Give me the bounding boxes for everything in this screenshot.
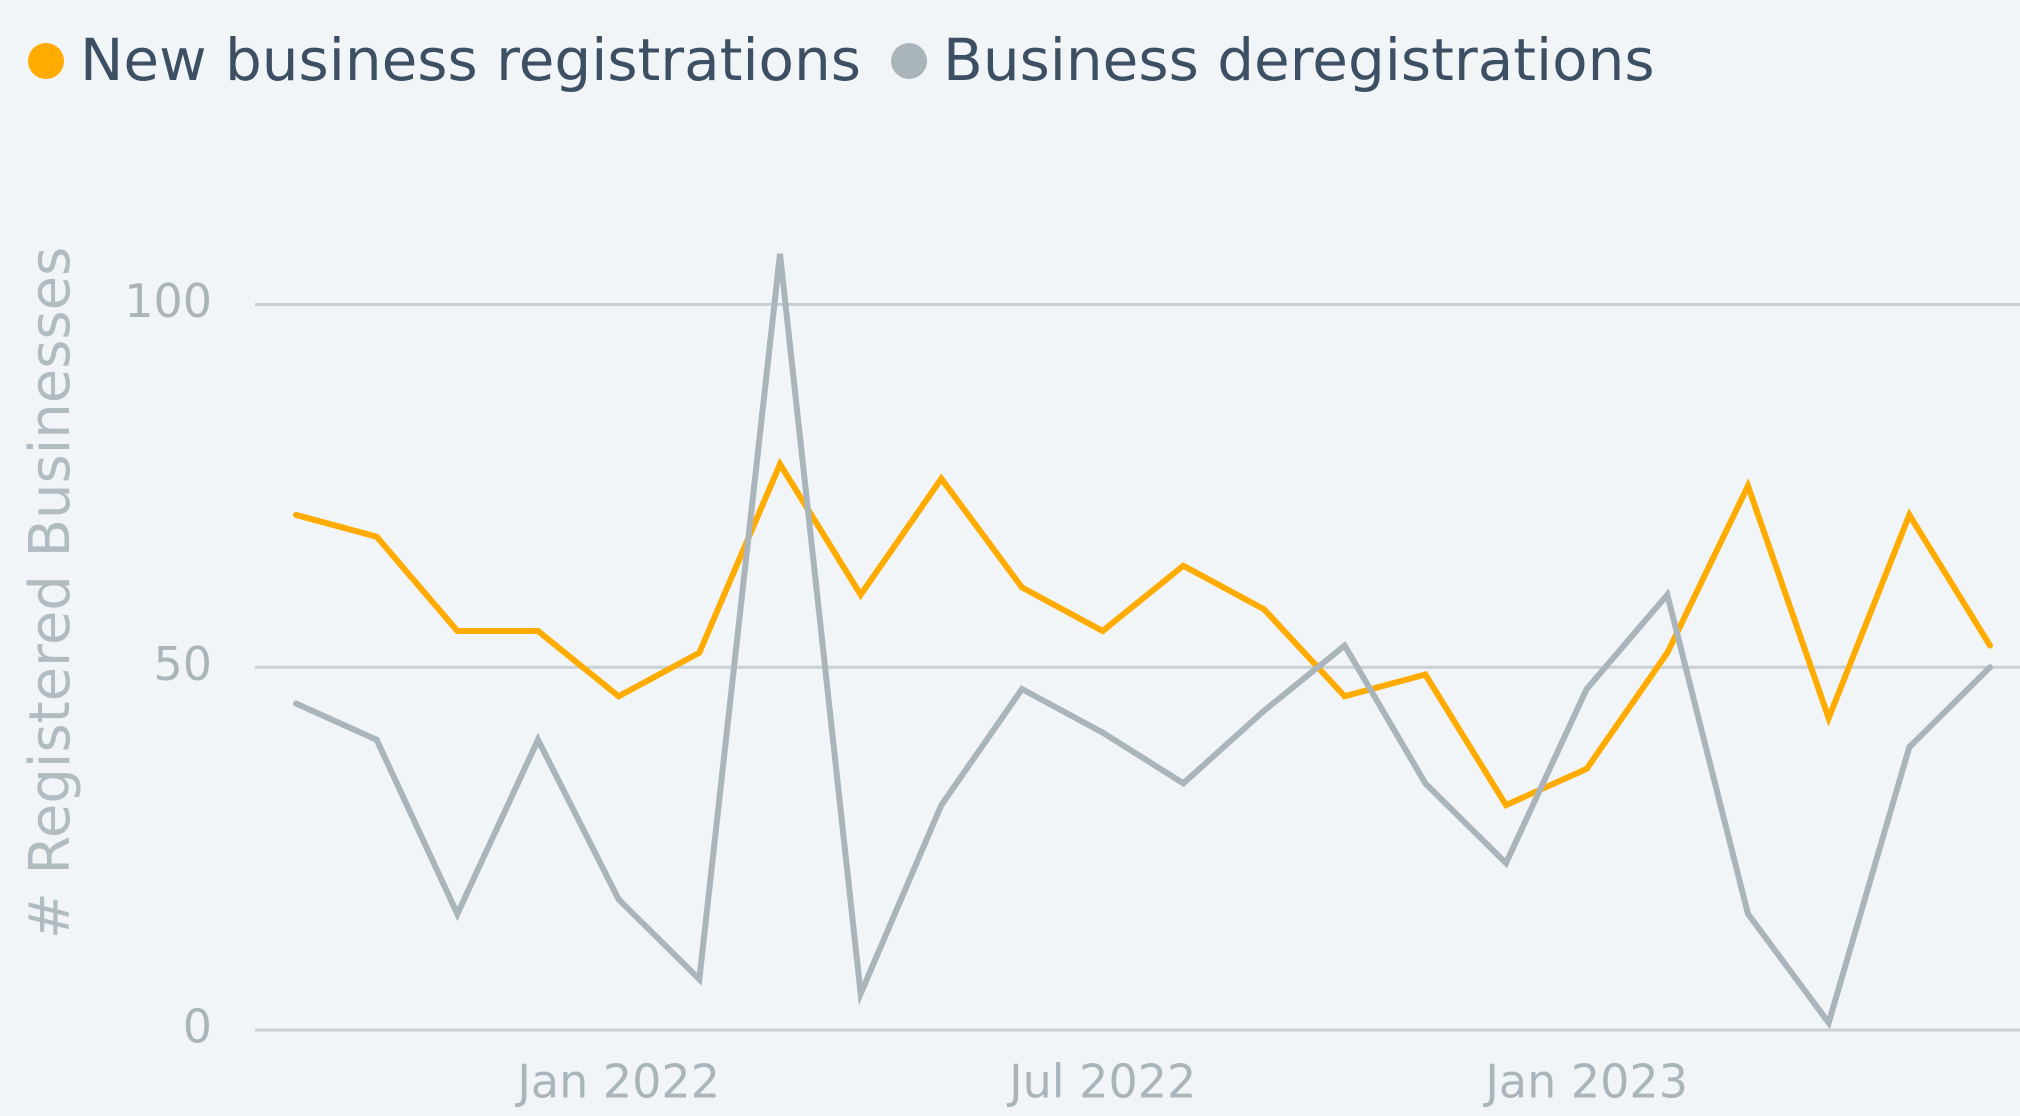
legend-label: New business registrations [80, 26, 861, 94]
legend-label: Business deregistrations [943, 26, 1655, 94]
legend-swatch [891, 43, 928, 79]
series-line [293, 457, 1993, 809]
x-tick-label: Jul 2022 [1006, 1055, 1196, 1109]
legend-item: Business deregistrations [891, 26, 1655, 94]
y-axis-label: # Registered Businesses [18, 247, 83, 939]
legend-item: New business registrations [28, 26, 861, 94]
y-tick-label: 100 [124, 274, 212, 328]
series-line [293, 253, 1993, 1030]
x-tick-label: Jan 2022 [514, 1055, 720, 1109]
legend-swatch [28, 43, 64, 79]
x-tick-label: Jan 2023 [1482, 1055, 1688, 1109]
y-tick-label: 50 [153, 637, 212, 691]
y-tick-label: 0 [183, 1000, 212, 1054]
